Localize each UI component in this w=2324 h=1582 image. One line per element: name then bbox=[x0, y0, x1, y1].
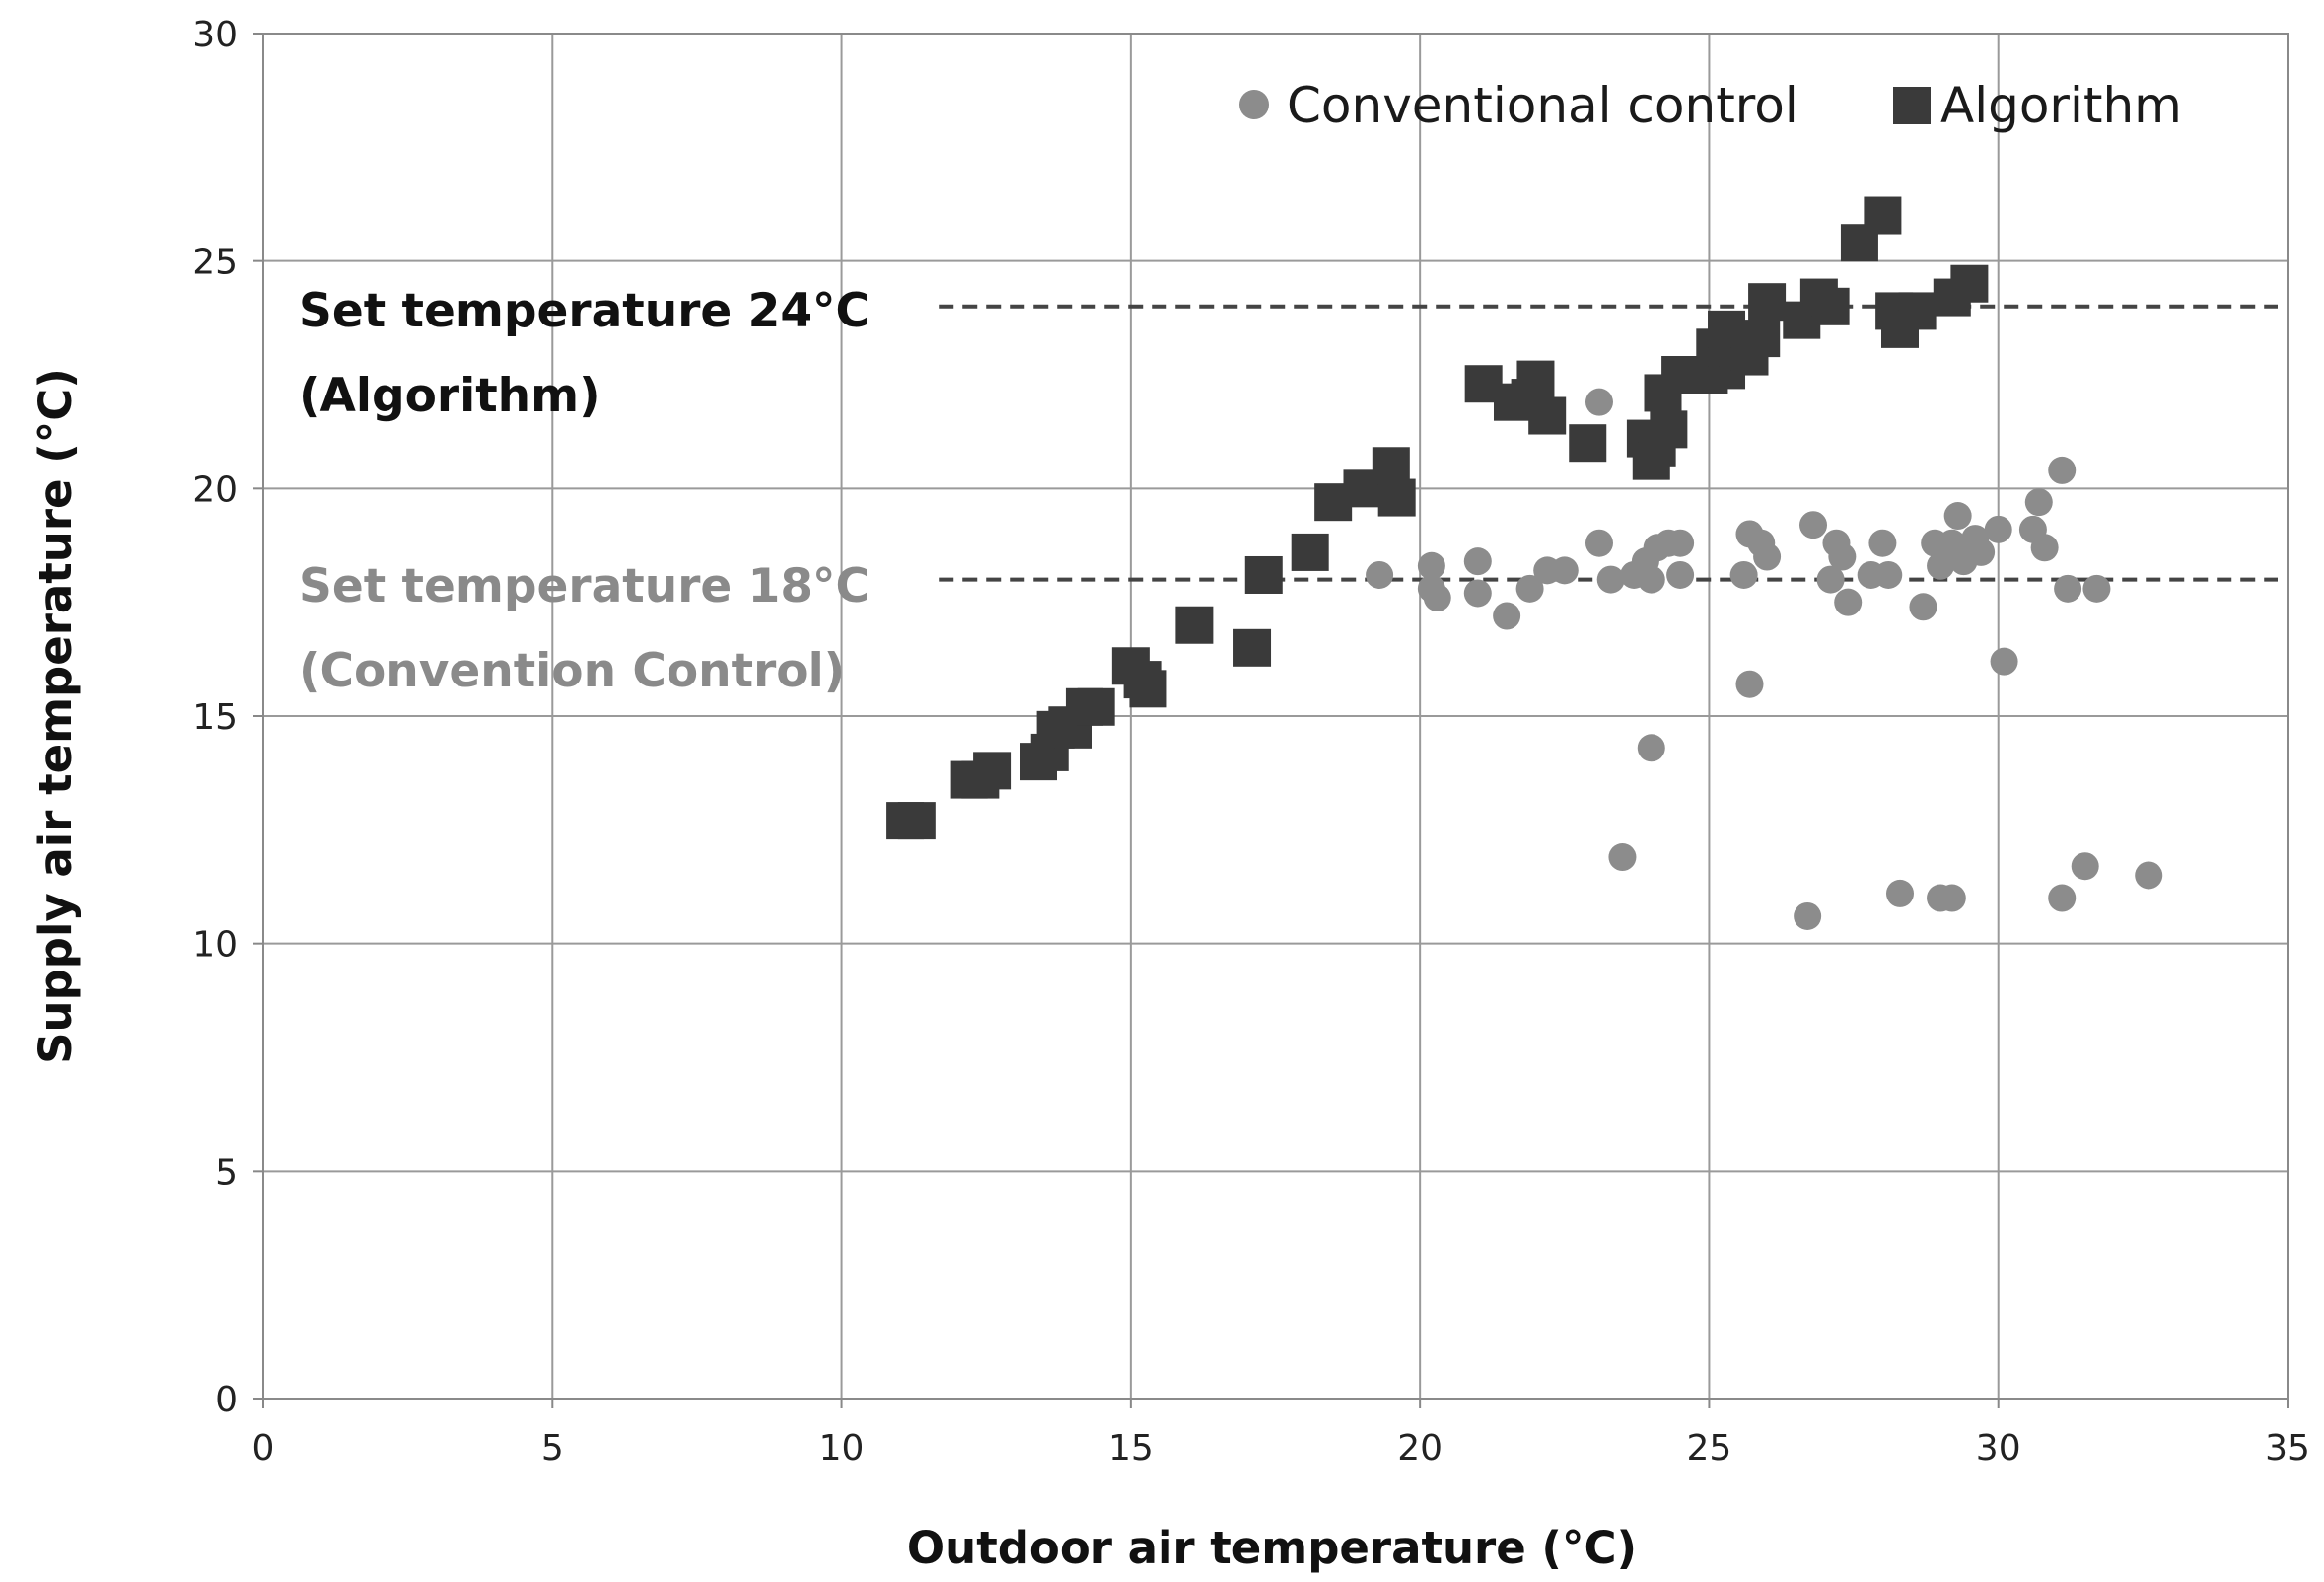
conventional-point bbox=[1937, 884, 1966, 912]
algorithm-points bbox=[886, 196, 1989, 840]
algorithm-point bbox=[1372, 447, 1410, 485]
y-tick-label: 5 bbox=[215, 1152, 238, 1192]
algorithm-point bbox=[1377, 478, 1416, 517]
conventional-point bbox=[1816, 565, 1845, 594]
x-tick-label: 0 bbox=[252, 1428, 275, 1469]
algorithm-point bbox=[1742, 320, 1781, 358]
x-tick-label: 5 bbox=[541, 1428, 564, 1469]
conventional-point bbox=[2071, 852, 2099, 881]
conventional-point bbox=[2054, 574, 2082, 603]
conventional-point bbox=[1885, 879, 1914, 907]
conventional-point bbox=[1637, 734, 1665, 762]
conventional-point bbox=[1828, 542, 1857, 571]
conventional-point bbox=[1585, 529, 1613, 557]
x-tick-label: 20 bbox=[1397, 1428, 1443, 1469]
conventional-point bbox=[1463, 579, 1492, 608]
conventional-point bbox=[1666, 560, 1695, 589]
legend-conventional-marker bbox=[1239, 90, 1269, 119]
y-tick-label: 0 bbox=[215, 1380, 238, 1420]
conventional-point bbox=[1550, 556, 1579, 585]
set-temp-24-label: Set temperature 24°C bbox=[299, 284, 870, 338]
conventional-point bbox=[2024, 488, 2053, 517]
algorithm-point bbox=[1129, 670, 1167, 708]
conventional-point bbox=[2048, 456, 2077, 484]
algorithm-point bbox=[1291, 533, 1329, 571]
conventional-point bbox=[1990, 647, 2018, 676]
set-temp-18-sublabel: (Convention Control) bbox=[299, 644, 845, 698]
conventional-point bbox=[1834, 588, 1863, 616]
conventional-point bbox=[2082, 574, 2111, 603]
y-tick-label: 25 bbox=[192, 243, 238, 283]
conventional-point bbox=[1868, 529, 1897, 557]
conventional-point bbox=[1463, 547, 1492, 576]
x-tick-label: 15 bbox=[1108, 1428, 1154, 1469]
conventional-point bbox=[1753, 542, 1782, 571]
conventional-point bbox=[1943, 502, 1972, 531]
conventional-point bbox=[1666, 529, 1695, 557]
algorithm-point bbox=[1516, 360, 1555, 398]
legend: Conventional control Algorithm bbox=[1239, 77, 2182, 134]
x-axis-title: Outdoor air temperature (°C) bbox=[907, 1522, 1637, 1574]
x-tick-label: 30 bbox=[1976, 1428, 2021, 1469]
y-tick-label: 20 bbox=[192, 469, 238, 510]
conventional-point bbox=[1423, 584, 1451, 612]
conventional-point bbox=[1417, 551, 1445, 580]
set-temp-24-sublabel: (Algorithm) bbox=[299, 369, 600, 423]
conventional-control-points bbox=[1366, 388, 2163, 930]
algorithm-point bbox=[1244, 555, 1283, 594]
y-tick-label: 30 bbox=[192, 15, 238, 55]
y-axis-title: Supply air temperature (°C) bbox=[30, 368, 82, 1064]
conventional-point bbox=[1366, 560, 1394, 589]
algorithm-point bbox=[973, 752, 1012, 790]
conventional-point bbox=[2048, 884, 2077, 912]
x-tick-label: 25 bbox=[1687, 1428, 1732, 1469]
conventional-point bbox=[1735, 670, 1764, 698]
algorithm-point bbox=[1811, 287, 1850, 325]
algorithm-point bbox=[1650, 410, 1688, 449]
algorithm-point bbox=[897, 802, 936, 840]
algorithm-point bbox=[1077, 687, 1115, 726]
x-tick-label: 35 bbox=[2265, 1428, 2310, 1469]
y-tick-label: 10 bbox=[192, 925, 238, 966]
x-tick-label: 10 bbox=[819, 1428, 865, 1469]
conventional-point bbox=[1967, 538, 1996, 566]
legend-conventional-label: Conventional control bbox=[1287, 77, 1798, 134]
conventional-point bbox=[1729, 560, 1758, 589]
conventional-point bbox=[2135, 861, 2163, 890]
conventional-point bbox=[1515, 574, 1544, 603]
conventional-point bbox=[1794, 901, 1822, 930]
algorithm-point bbox=[1528, 396, 1567, 435]
y-tick-label: 15 bbox=[192, 697, 238, 738]
plot-frame bbox=[262, 33, 2289, 1400]
conventional-point bbox=[1909, 593, 1937, 621]
conventional-point bbox=[1927, 551, 1955, 580]
conventional-point bbox=[1596, 565, 1625, 594]
algorithm-point bbox=[1569, 424, 1607, 463]
conventional-point bbox=[2030, 534, 2059, 562]
grid bbox=[262, 33, 2289, 1400]
set-temp-18-label: Set temperature 18°C bbox=[299, 559, 870, 613]
algorithm-point bbox=[1175, 606, 1214, 644]
algorithm-point bbox=[1898, 292, 1937, 330]
conventional-point bbox=[1493, 602, 1521, 630]
conventional-point bbox=[1799, 511, 1828, 539]
axes: 0 5 10 15 20 25 30 35 0 5 10 15 20 25 30 bbox=[192, 15, 2310, 1469]
algorithm-point bbox=[1748, 283, 1787, 322]
conventional-point bbox=[1608, 843, 1637, 872]
legend-algorithm-marker bbox=[1893, 87, 1931, 124]
algorithm-point bbox=[1233, 628, 1272, 667]
legend-algorithm-label: Algorithm bbox=[1940, 77, 2182, 134]
conventional-point bbox=[1874, 560, 1903, 589]
algorithm-point bbox=[1950, 264, 1989, 303]
algorithm-point bbox=[1864, 196, 1902, 235]
conventional-point bbox=[1637, 565, 1665, 594]
conventional-point bbox=[1984, 515, 2012, 543]
conventional-point bbox=[1585, 388, 1613, 416]
